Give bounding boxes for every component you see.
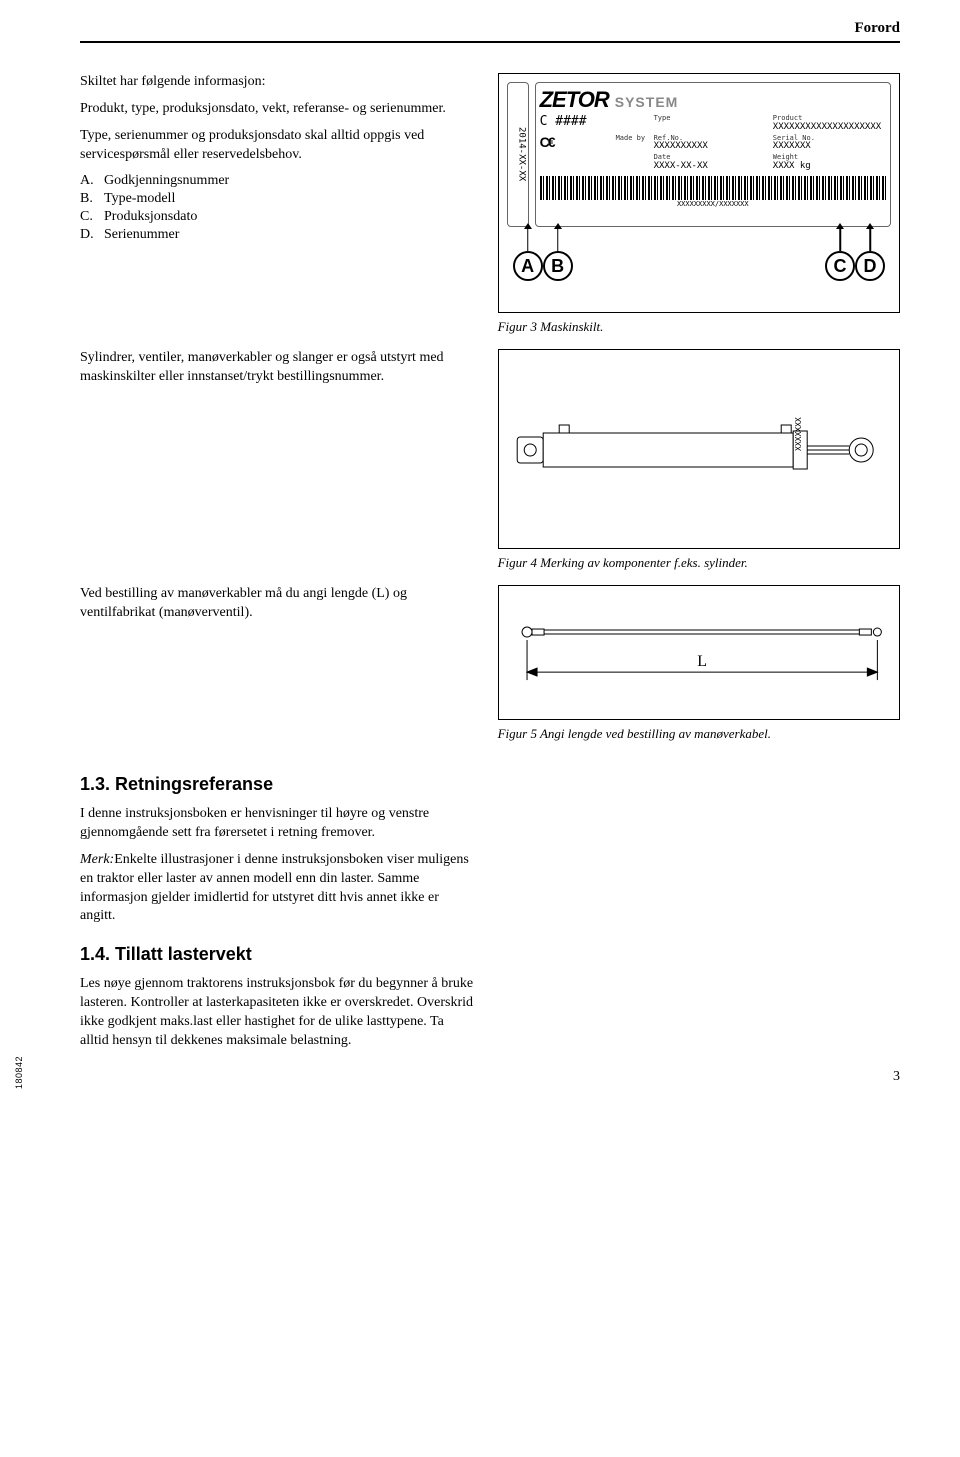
figure-4-caption: Figur 4 Merking av komponenter f.eks. sy…: [498, 555, 900, 571]
section-header: Forord: [80, 20, 900, 43]
callout-row: A B C D: [507, 251, 891, 281]
list-text: Produksjonsdato: [104, 209, 197, 225]
ce-mark-icon: C€: [540, 134, 554, 150]
weight-val: XXXX kg: [773, 162, 886, 172]
cable-svg: L: [509, 602, 889, 702]
cable-paragraph: Ved bestilling av manøverkabler må du an…: [80, 585, 474, 623]
sec13-p2-body: Enkelte illustrasjoner i denne instruksj…: [80, 852, 469, 924]
nameplate-side-date: 2014-XX-XX: [507, 82, 529, 227]
list-letter: B.: [80, 191, 98, 207]
callout-b: B: [543, 251, 573, 281]
intro-text: Skiltet har følgende informasjon: Produk…: [80, 73, 474, 349]
cylinder-text: Sylindrer, ventiler, manøverkabler og sl…: [80, 349, 474, 585]
callout-c: C: [825, 251, 855, 281]
heading-1-4: 1.4. Tillatt lastervekt: [80, 944, 474, 965]
cylinder-diagram: XXXXXXX: [498, 349, 900, 549]
intro-list: A. Godkjenningsnummer B. Type-modell C. Pro…: [80, 173, 474, 243]
sec13-p1: I denne instruksjonsboken er henvisninge…: [80, 805, 474, 843]
row-cylinder: Sylindrer, ventiler, manøverkabler og sl…: [80, 349, 900, 585]
figure-5: L Figur 5 Angi lengde ved bestilling av …: [498, 585, 900, 756]
figure-4: XXXXXXX Figur 4 Merking av komponenter f…: [498, 349, 900, 585]
c-hash: C ####: [540, 115, 610, 129]
list-text: Serienummer: [104, 227, 179, 243]
refno-val: XXXXXXXXXX: [654, 142, 767, 152]
type-label: Type: [654, 115, 767, 123]
row-cable: Ved bestilling av manøverkabler må du an…: [80, 585, 900, 756]
cylinder-svg: XXXXXXX: [509, 389, 889, 509]
list-letter: C.: [80, 209, 98, 225]
list-text: Godkjenningsnummer: [104, 173, 229, 189]
note-label: Merk:: [80, 852, 114, 867]
list-letter: A.: [80, 173, 98, 189]
list-item: B. Type-modell: [80, 191, 474, 207]
heading-1-3: 1.3. Retningsreferanse: [80, 774, 474, 795]
row-intro: Skiltet har følgende informasjon: Produk…: [80, 73, 900, 349]
cable-diagram: L: [498, 585, 900, 720]
intro-p2: Produkt, type, produksjonsdato, vekt, re…: [80, 100, 474, 119]
sec14-p: Les nøye gjennom traktorens instruksjons…: [80, 975, 474, 1051]
list-letter: D.: [80, 227, 98, 243]
date-val: XXXX-XX-XX: [654, 162, 767, 172]
figure-3: 2014-XX-XX ZETOR SYSTEM C #### Type Prod…: [498, 73, 900, 349]
sec13-p2: Merk:Enkelte illustrasjoner i denne inst…: [80, 851, 474, 927]
brand-suffix: SYSTEM: [615, 94, 679, 110]
cable-text: Ved bestilling av manøverkabler må du an…: [80, 585, 474, 756]
figure-3-caption: Figur 3 Maskinskilt.: [498, 319, 900, 335]
barcode-icon: [540, 176, 886, 200]
product-val: XXXXXXXXXXXXXXXXXXXX: [773, 123, 886, 133]
nameplate-main-panel: ZETOR SYSTEM C #### Type ProductXXXXXXXX…: [535, 82, 891, 227]
cable-dim-letter: L: [697, 654, 707, 671]
page-number: 3: [893, 1069, 900, 1085]
list-item: D. Serienummer: [80, 227, 474, 243]
intro-p1: Skiltet har følgende informasjon:: [80, 73, 474, 92]
intro-p3: Type, serienummer og produksjonsdato ska…: [80, 127, 474, 165]
nameplate-diagram: 2014-XX-XX ZETOR SYSTEM C #### Type Prod…: [498, 73, 900, 313]
cylinder-paragraph: Sylindrer, ventiler, manøverkabler og sl…: [80, 349, 474, 387]
serial-val: XXXXXXX: [773, 142, 886, 152]
callout-d: D: [855, 251, 885, 281]
brand-logo: ZETOR: [540, 87, 609, 113]
figure-5-caption: Figur 5 Angi lengde ved bestilling av ma…: [498, 726, 900, 742]
cylinder-label-text: XXXXXXX: [794, 417, 803, 451]
section-1-3: 1.3. Retningsreferanse I denne instruksj…: [80, 756, 900, 1059]
madeby-label: Made by: [616, 135, 648, 143]
document-id: 180842: [14, 1056, 24, 1089]
list-item: C. Produksjonsdato: [80, 209, 474, 225]
list-text: Type-modell: [104, 191, 175, 207]
list-item: A. Godkjenningsnummer: [80, 173, 474, 189]
barcode-text: XXXXXXXXX/XXXXXXX: [540, 200, 886, 208]
callout-a: A: [513, 251, 543, 281]
